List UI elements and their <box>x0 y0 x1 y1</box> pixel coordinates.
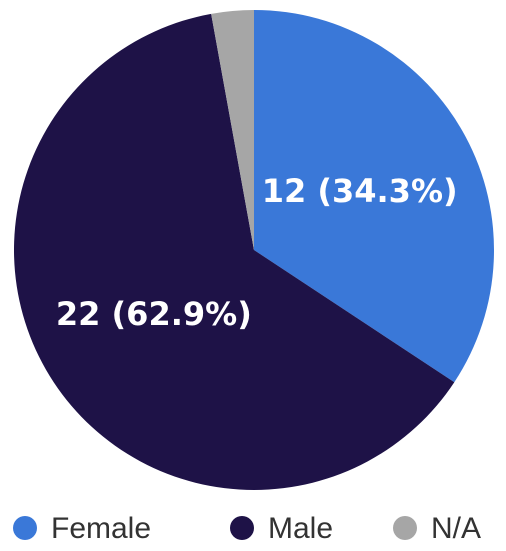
pie-slice <box>13 13 455 491</box>
legend-label: N/A <box>431 512 481 545</box>
legend-marker <box>13 516 37 540</box>
pie-slice <box>254 10 495 383</box>
legend-marker <box>393 516 417 540</box>
legend-marker <box>230 516 254 540</box>
legend-label: Male <box>268 512 333 545</box>
data-label: 22 (62.9%) <box>56 295 252 333</box>
data-label: 12 (34.3%) <box>262 172 458 210</box>
legend-label: Female <box>51 512 151 545</box>
pie-slice <box>211 10 254 250</box>
